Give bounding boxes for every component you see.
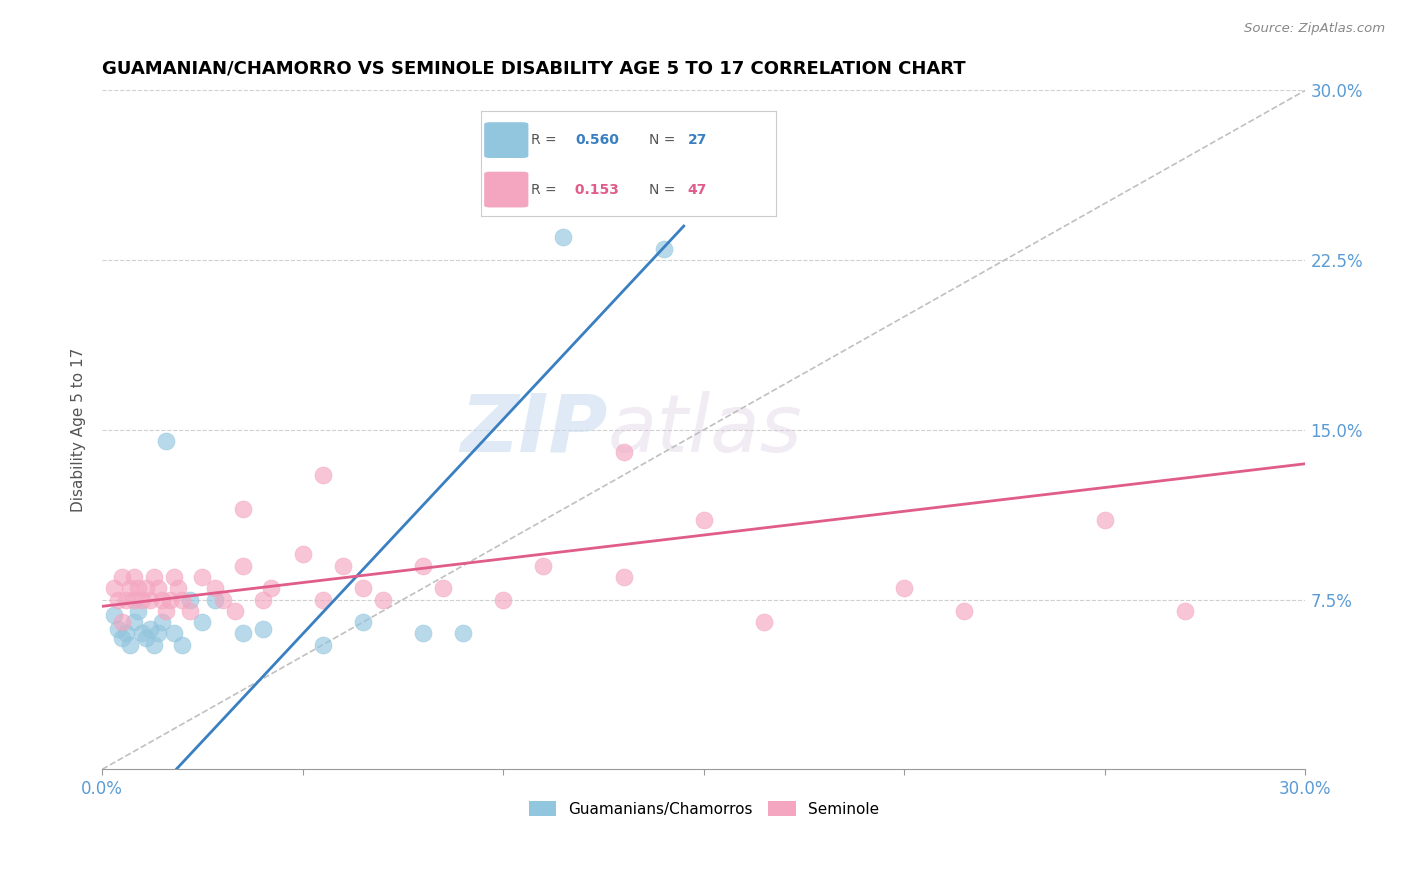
Point bbox=[252, 622, 274, 636]
Point bbox=[127, 581, 149, 595]
Point bbox=[312, 592, 335, 607]
Point bbox=[127, 604, 149, 618]
Point bbox=[312, 468, 335, 483]
Point bbox=[1174, 604, 1197, 618]
Point bbox=[139, 592, 162, 607]
Point bbox=[159, 592, 181, 607]
Point bbox=[103, 608, 125, 623]
Point bbox=[204, 592, 226, 607]
Point bbox=[412, 626, 434, 640]
Point bbox=[613, 445, 636, 459]
Point bbox=[252, 592, 274, 607]
Point bbox=[332, 558, 354, 573]
Point bbox=[211, 592, 233, 607]
Point bbox=[232, 626, 254, 640]
Point bbox=[693, 513, 716, 527]
Point bbox=[291, 547, 314, 561]
Point bbox=[412, 558, 434, 573]
Point bbox=[148, 626, 170, 640]
Point bbox=[131, 592, 153, 607]
Point bbox=[953, 604, 976, 618]
Point bbox=[179, 592, 201, 607]
Point bbox=[893, 581, 915, 595]
Point bbox=[150, 592, 173, 607]
Point bbox=[172, 638, 194, 652]
Legend: Guamanians/Chamorros, Seminole: Guamanians/Chamorros, Seminole bbox=[523, 795, 886, 822]
Point bbox=[111, 631, 134, 645]
Point bbox=[531, 558, 554, 573]
Point bbox=[124, 570, 146, 584]
Point bbox=[163, 570, 186, 584]
Point bbox=[371, 592, 394, 607]
Point bbox=[232, 558, 254, 573]
Text: GUAMANIAN/CHAMORRO VS SEMINOLE DISABILITY AGE 5 TO 17 CORRELATION CHART: GUAMANIAN/CHAMORRO VS SEMINOLE DISABILIT… bbox=[103, 60, 966, 78]
Point bbox=[120, 638, 142, 652]
Point bbox=[1094, 513, 1116, 527]
Point bbox=[111, 570, 134, 584]
Point bbox=[492, 592, 515, 607]
Point bbox=[103, 581, 125, 595]
Point bbox=[107, 622, 129, 636]
Point bbox=[143, 570, 166, 584]
Point bbox=[135, 631, 157, 645]
Point bbox=[232, 502, 254, 516]
Point bbox=[148, 581, 170, 595]
Point bbox=[120, 581, 142, 595]
Point bbox=[155, 604, 177, 618]
Point bbox=[224, 604, 246, 618]
Point bbox=[432, 581, 454, 595]
Point bbox=[150, 615, 173, 630]
Point bbox=[179, 604, 201, 618]
Point bbox=[191, 570, 214, 584]
Text: ZIP: ZIP bbox=[460, 391, 607, 469]
Y-axis label: Disability Age 5 to 17: Disability Age 5 to 17 bbox=[72, 348, 86, 512]
Point bbox=[172, 592, 194, 607]
Point bbox=[124, 592, 146, 607]
Point bbox=[163, 626, 186, 640]
Point bbox=[124, 615, 146, 630]
Point bbox=[352, 581, 374, 595]
Point bbox=[111, 615, 134, 630]
Point bbox=[204, 581, 226, 595]
Point bbox=[191, 615, 214, 630]
Point bbox=[652, 242, 675, 256]
Point bbox=[451, 626, 474, 640]
Point bbox=[107, 592, 129, 607]
Point bbox=[143, 638, 166, 652]
Text: atlas: atlas bbox=[607, 391, 803, 469]
Text: Source: ZipAtlas.com: Source: ZipAtlas.com bbox=[1244, 22, 1385, 36]
Point bbox=[131, 626, 153, 640]
Point bbox=[115, 626, 138, 640]
Point bbox=[139, 622, 162, 636]
Point bbox=[167, 581, 190, 595]
Point bbox=[312, 638, 335, 652]
Point bbox=[260, 581, 283, 595]
Point bbox=[752, 615, 775, 630]
Point bbox=[135, 581, 157, 595]
Point bbox=[352, 615, 374, 630]
Point bbox=[613, 570, 636, 584]
Point bbox=[553, 230, 575, 244]
Point bbox=[115, 592, 138, 607]
Point bbox=[155, 434, 177, 449]
